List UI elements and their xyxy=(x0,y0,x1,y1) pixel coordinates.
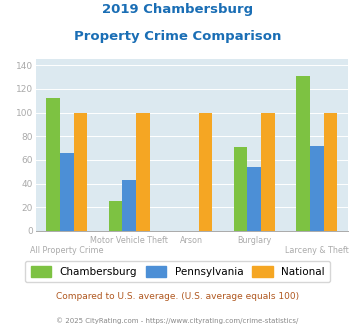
Bar xyxy=(122,180,136,231)
Bar xyxy=(296,76,310,231)
Bar xyxy=(109,201,122,231)
Text: Larceny & Theft: Larceny & Theft xyxy=(285,246,349,255)
Bar xyxy=(198,113,212,231)
Bar xyxy=(136,113,150,231)
Bar xyxy=(60,153,73,231)
Bar xyxy=(73,113,87,231)
Text: 2019 Chambersburg: 2019 Chambersburg xyxy=(102,3,253,16)
Bar xyxy=(46,98,60,231)
Legend: Chambersburg, Pennsylvania, National: Chambersburg, Pennsylvania, National xyxy=(25,261,330,282)
Text: Compared to U.S. average. (U.S. average equals 100): Compared to U.S. average. (U.S. average … xyxy=(56,292,299,301)
Bar xyxy=(247,167,261,231)
Text: Arson: Arson xyxy=(180,236,203,245)
Bar xyxy=(261,113,275,231)
Text: Burglary: Burglary xyxy=(237,236,271,245)
Text: Property Crime Comparison: Property Crime Comparison xyxy=(74,30,281,43)
Bar xyxy=(234,147,247,231)
Text: © 2025 CityRating.com - https://www.cityrating.com/crime-statistics/: © 2025 CityRating.com - https://www.city… xyxy=(56,317,299,324)
Bar xyxy=(323,113,337,231)
Text: All Property Crime: All Property Crime xyxy=(30,246,104,255)
Bar xyxy=(310,146,323,231)
Text: Motor Vehicle Theft: Motor Vehicle Theft xyxy=(90,236,168,245)
